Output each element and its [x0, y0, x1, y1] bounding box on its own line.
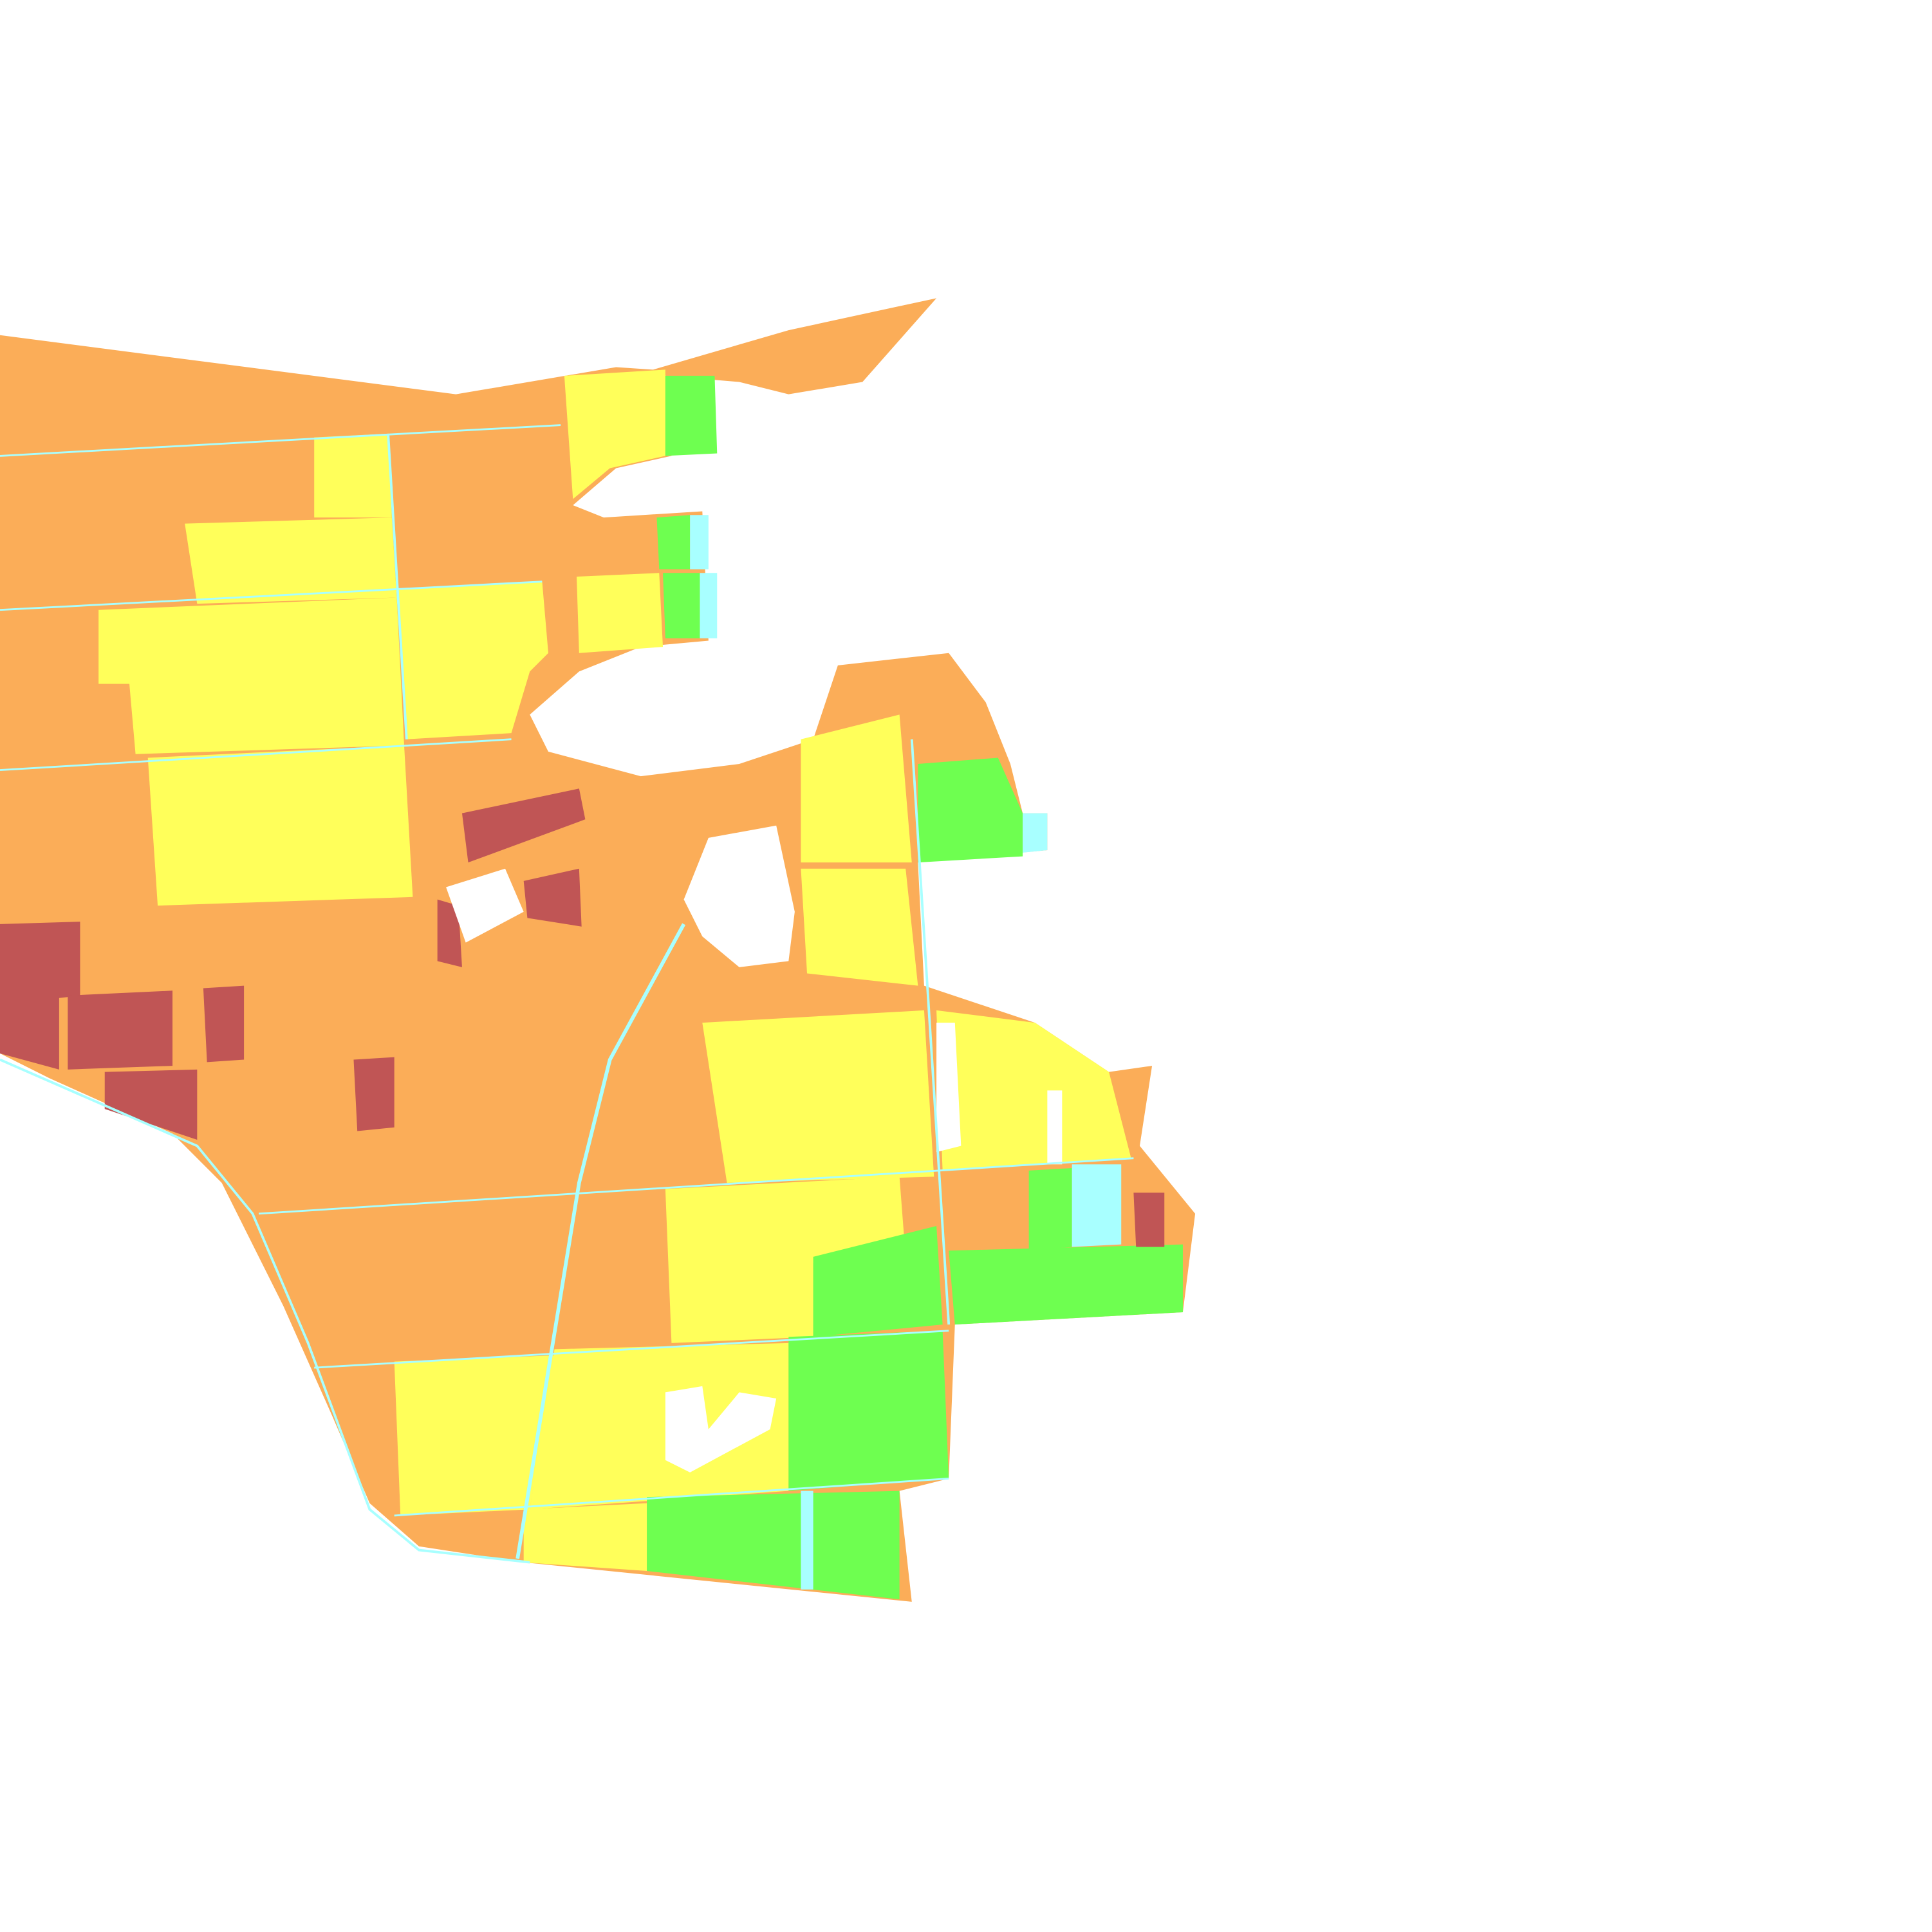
road	[0, 424, 561, 457]
lake	[936, 1023, 961, 1153]
road	[314, 1330, 949, 1369]
field-green	[918, 757, 1023, 863]
road	[0, 581, 543, 611]
field-green	[647, 1491, 900, 1600]
field-red	[523, 868, 582, 927]
area-cyan	[690, 515, 709, 570]
field-green	[1028, 1167, 1072, 1251]
area-cyan	[700, 573, 718, 638]
lake	[683, 825, 795, 967]
lake	[1047, 1090, 1063, 1165]
field-green	[665, 375, 718, 456]
field-yellow	[394, 1355, 555, 1516]
area-cyan	[801, 1491, 813, 1590]
field-red	[104, 1069, 198, 1140]
road	[0, 1058, 530, 1564]
field-red	[68, 990, 173, 1070]
field-yellow	[185, 517, 397, 604]
area-cyan	[1072, 1164, 1122, 1247]
field-red	[1133, 1193, 1165, 1247]
road	[387, 433, 408, 739]
field-green	[949, 1244, 1183, 1325]
field-green	[656, 515, 691, 570]
field-red	[353, 1057, 395, 1131]
field-yellow	[936, 1010, 1131, 1171]
field-green	[663, 573, 700, 638]
field-yellow	[523, 1503, 647, 1572]
road	[394, 1478, 949, 1517]
field-yellow	[801, 868, 918, 986]
field-red	[203, 985, 245, 1063]
map-layers	[0, 298, 1196, 1602]
area-cyan	[1023, 813, 1048, 853]
field-yellow	[564, 369, 665, 499]
field-yellow	[577, 573, 664, 653]
lake	[665, 1386, 777, 1472]
field-yellow	[98, 597, 404, 754]
road	[910, 739, 951, 1325]
lake	[446, 868, 524, 943]
field-yellow	[314, 433, 392, 518]
field-yellow	[147, 745, 413, 906]
field-red	[437, 899, 462, 967]
field-yellow	[665, 1176, 906, 1343]
road	[516, 923, 686, 1559]
field-red	[0, 922, 80, 1070]
field-red	[461, 788, 586, 863]
field-yellow	[702, 1010, 934, 1183]
field-green	[788, 1330, 949, 1491]
field-green	[813, 1225, 943, 1337]
field-yellow	[801, 714, 912, 863]
road	[0, 738, 512, 772]
field-yellow	[530, 1342, 789, 1510]
field-yellow	[396, 581, 548, 739]
road	[258, 1157, 1134, 1215]
